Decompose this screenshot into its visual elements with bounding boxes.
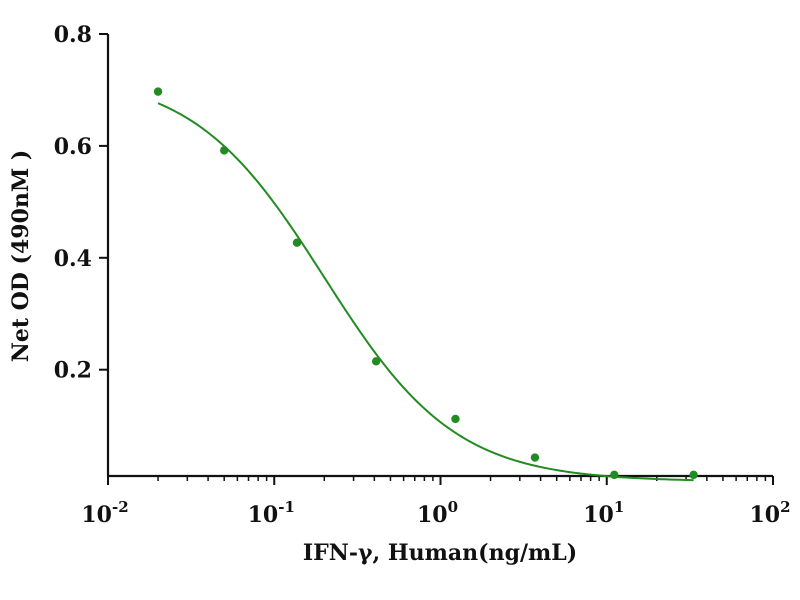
data-point [689, 470, 698, 480]
x-tick-base: 10 [248, 502, 279, 528]
y-axis-title: Net OD (490nM ) [8, 150, 34, 363]
data-point [371, 357, 381, 366]
y-tick-label: 0.4 [54, 246, 92, 272]
y-tick-label: 0.8 [54, 22, 92, 48]
x-tick-exponent: -1 [278, 498, 295, 516]
data-point [451, 414, 460, 424]
x-tick-exponent: 1 [614, 498, 624, 516]
data-point [530, 453, 540, 462]
fit-curve [157, 102, 694, 482]
x-axis-title: IFN-γ, Human(ng/mL) [303, 540, 577, 566]
data-point [153, 87, 163, 96]
y-tick-label: 0.2 [54, 358, 92, 384]
x-tick-label: 10-2 [81, 498, 128, 528]
x-tick-exponent: 0 [448, 498, 458, 516]
x-tick-label: 101 [583, 498, 624, 528]
data-point [610, 470, 619, 480]
x-tick-base: 10 [417, 502, 448, 528]
x-tick-base: 10 [583, 502, 614, 528]
x-tick-base: 10 [749, 502, 780, 528]
x-tick-exponent: -2 [112, 498, 129, 516]
x-tick-exponent: 2 [780, 498, 790, 516]
y-tick-label: 0.6 [54, 134, 92, 160]
fit-layer [157, 102, 694, 482]
data-point [292, 238, 302, 247]
x-tick-label: 102 [749, 498, 790, 528]
x-tick-label: 10-1 [248, 498, 295, 528]
data-point [220, 146, 229, 155]
data-points [153, 87, 698, 480]
x-tick-label: 100 [417, 498, 458, 528]
y-ticks: 0.2 0.4 0.6 0.8 [54, 22, 108, 384]
x-tick-base: 10 [81, 502, 112, 528]
x-ticks: 10-2 10-1 100 101 102 [81, 476, 791, 528]
axes [106, 34, 773, 478]
